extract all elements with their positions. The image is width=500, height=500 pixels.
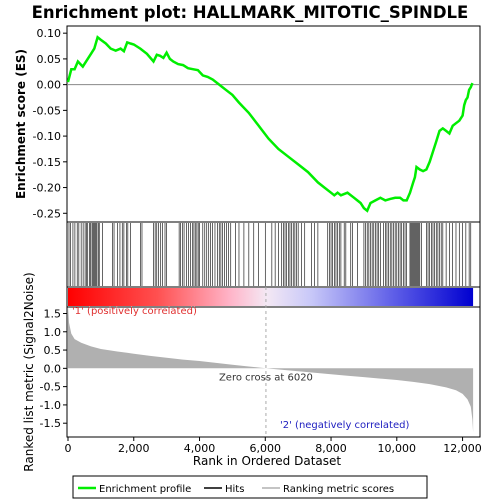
zero-cross-label: Zero cross at 6020	[219, 372, 313, 383]
x-tick-label: 0	[65, 442, 72, 455]
metric-y-ticks: -1.5 -1.0 -0.5 0.0 0.5 1.0 1.5	[40, 307, 67, 430]
metric-y-axis-title: Ranked list metric (Signal2Noise)	[22, 272, 36, 471]
es-panel-frame	[66, 25, 481, 223]
metric-y-tick-label: 0.5	[44, 344, 62, 357]
es-y-tick-label: 0.00	[37, 79, 62, 92]
hit-markers	[68, 223, 472, 286]
x-tick-label: 6,000	[250, 442, 282, 455]
metric-y-tick-label: 0.0	[44, 362, 62, 375]
metric-y-tick-label: 1.0	[44, 326, 62, 339]
es-y-tick-label: -0.15	[33, 156, 61, 169]
metric-y-tick-label: -0.5	[40, 381, 61, 394]
es-y-ticks: -0.25 -0.20 -0.15 -0.10 -0.05 0.00 0.05 0.10	[33, 27, 67, 220]
legend: Enrichment profile Hits Ranking metric s…	[72, 475, 428, 499]
es-y-tick-label: -0.10	[33, 130, 61, 143]
metric-y-tick-label: -1.0	[40, 399, 61, 412]
color-band-gradient	[68, 288, 474, 306]
es-y-tick-label: -0.20	[33, 182, 61, 195]
legend-frame	[72, 475, 428, 499]
ranking-metric-area	[68, 306, 474, 433]
legend-hits-label: Hits	[225, 484, 244, 495]
es-panel: -0.25 -0.20 -0.15 -0.10 -0.05 0.00 0.05 0.10 En…	[14, 25, 481, 223]
es-y-tick-label: -0.25	[33, 207, 61, 220]
x-axis-title: Rank in Ordered Dataset	[193, 454, 341, 468]
es-y-tick-label: 0.10	[37, 27, 62, 40]
x-axis-ticks: 0 2,000 4,000 6,000 8,000 10,000 12,000	[65, 437, 482, 455]
chart-title: Enrichment plot: HALLMARK_MITOTIC_SPINDL…	[32, 3, 469, 22]
x-tick-label: 10,000	[378, 442, 417, 455]
es-y-axis-title: Enrichment score (ES)	[14, 49, 28, 199]
positive-correlation-label: '1' (positively correlated)	[72, 306, 197, 317]
metric-y-tick-label: -1.5	[40, 417, 61, 430]
metric-panel-frame	[66, 306, 481, 438]
rank-color-band	[66, 286, 481, 308]
legend-enrichment-label: Enrichment profile	[99, 484, 191, 495]
negative-correlation-label: '2' (negatively correlated)	[280, 420, 409, 431]
enrichment-profile-line	[66, 35, 474, 213]
x-tick-label: 2,000	[118, 442, 150, 455]
x-tick-label: 12,000	[443, 442, 482, 455]
hits-panel	[66, 221, 481, 288]
legend-metric-label: Ranking metric scores	[283, 484, 394, 495]
x-tick-label: 4,000	[184, 442, 216, 455]
metric-panel: -1.5 -1.0 -0.5 0.0 0.5 1.0 1.5 Zero cross at 6…	[22, 272, 481, 472]
x-tick-label: 8,000	[315, 442, 347, 455]
es-y-tick-label: -0.05	[33, 104, 61, 117]
metric-y-tick-label: 1.5	[44, 307, 62, 320]
es-y-tick-label: 0.05	[37, 53, 62, 66]
